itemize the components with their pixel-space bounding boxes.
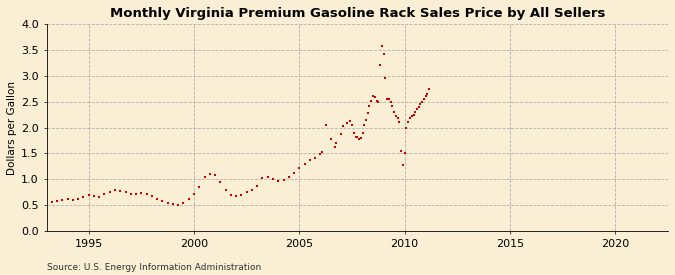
Y-axis label: Dollars per Gallon: Dollars per Gallon (7, 81, 17, 175)
Text: Source: U.S. Energy Information Administration: Source: U.S. Energy Information Administ… (47, 263, 261, 272)
Title: Monthly Virginia Premium Gasoline Rack Sales Price by All Sellers: Monthly Virginia Premium Gasoline Rack S… (109, 7, 605, 20)
